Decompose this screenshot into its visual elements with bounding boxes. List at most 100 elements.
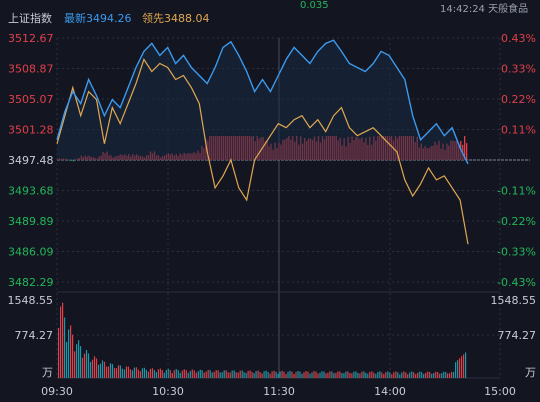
volume-bar xyxy=(333,373,335,378)
volume-bar xyxy=(453,371,455,378)
volume-bar xyxy=(311,372,313,378)
volume-bar xyxy=(64,317,66,378)
volume-bar xyxy=(157,369,159,378)
index-name: 上证指数 xyxy=(8,12,52,25)
volume-bar xyxy=(211,372,213,378)
volume-bar xyxy=(407,374,409,378)
volume-bar xyxy=(181,370,183,378)
volume-bar xyxy=(347,371,349,378)
volume-bar xyxy=(117,365,120,378)
volume-bar xyxy=(295,372,297,378)
volume-bar xyxy=(155,372,157,378)
volume-bar xyxy=(197,371,199,378)
volume-bar xyxy=(207,369,209,378)
volume-tick-left: 774.27 xyxy=(15,329,54,342)
x-tick: 11:30 xyxy=(263,385,295,398)
volume-bar xyxy=(341,373,343,378)
volume-bar xyxy=(451,371,453,378)
volume-bar xyxy=(329,371,331,378)
volume-tick-right: 774.27 xyxy=(498,329,537,342)
volume-bar xyxy=(72,334,74,378)
volume-bar xyxy=(165,369,167,378)
diff-bar xyxy=(70,160,73,161)
volume-bar xyxy=(78,340,80,378)
volume-bar xyxy=(58,327,60,378)
volume-bar xyxy=(153,370,155,378)
volume-bar xyxy=(323,371,325,378)
volume-bar xyxy=(427,371,429,378)
volume-bar xyxy=(141,368,143,378)
volume-bar xyxy=(259,372,261,378)
volume-bar xyxy=(393,372,395,378)
y-right-tick: 0.22% xyxy=(501,93,536,106)
y-right-tick: 0.33% xyxy=(501,63,536,76)
volume-bar xyxy=(309,373,311,378)
volume-bar xyxy=(70,325,72,378)
volume-bar xyxy=(221,372,223,378)
volume-bar xyxy=(74,351,76,378)
volume-bar xyxy=(149,368,151,378)
volume-bar xyxy=(127,366,129,378)
y-right-tick: -0.43% xyxy=(497,276,536,289)
volume-bar xyxy=(337,371,339,378)
volume-bar xyxy=(287,371,289,378)
volume-bar xyxy=(189,370,191,378)
volume-bar xyxy=(339,371,341,378)
volume-bar xyxy=(373,372,375,378)
volume-bar xyxy=(381,372,383,378)
volume-bar xyxy=(405,372,407,378)
volume-bar xyxy=(89,361,92,378)
volume-bar xyxy=(253,373,255,378)
volume-bar xyxy=(399,374,401,378)
volume-bar xyxy=(261,373,263,378)
volume-bar xyxy=(285,374,287,378)
volume-bar xyxy=(433,373,435,378)
volume-bar xyxy=(163,372,165,378)
volume-bar xyxy=(279,371,281,378)
volume-bar xyxy=(125,366,127,378)
volume-bar xyxy=(395,371,397,378)
y-right-tick: 0.11% xyxy=(501,124,536,137)
volume-bar xyxy=(113,367,116,378)
volume-bar xyxy=(235,372,237,378)
volume-bar xyxy=(227,372,229,378)
volume-bar xyxy=(81,357,84,378)
volume-bar xyxy=(255,371,257,378)
x-tick: 15:00 xyxy=(484,385,516,398)
volume-bar xyxy=(139,371,141,378)
volume-bar xyxy=(151,368,153,378)
volume-bar xyxy=(349,373,351,378)
volume-bar xyxy=(215,370,217,378)
volume-bar xyxy=(217,370,219,378)
volume-bar xyxy=(85,350,88,378)
volume-bar xyxy=(325,373,327,378)
volume-bar xyxy=(297,370,299,378)
y-right-tick: 0.43% xyxy=(501,32,536,45)
volume-bar xyxy=(133,367,135,378)
volume-bar xyxy=(173,370,175,378)
volume-bar xyxy=(273,370,275,378)
volume-bar xyxy=(331,371,333,378)
volume-bar xyxy=(281,370,283,378)
y-axis-right: 0.43% 0.33% 0.22% 0.11% -0.11% -0.22% -0.33% -0… xyxy=(497,32,536,289)
volume-bar xyxy=(465,352,467,378)
volume-bar xyxy=(283,371,285,378)
volume-bar xyxy=(367,373,369,378)
volume-bar xyxy=(403,371,405,378)
volume-bar xyxy=(447,373,449,378)
volume-bar xyxy=(413,372,415,378)
volume-bar xyxy=(435,371,437,378)
volume-bar xyxy=(299,371,301,378)
volume-bar xyxy=(177,370,179,378)
diff-bar xyxy=(72,160,75,162)
volume-bar xyxy=(183,369,185,378)
top-partial-value: 0.035 xyxy=(300,0,329,11)
volume-bar xyxy=(397,372,399,378)
volume-bar xyxy=(463,354,465,378)
volume-bar xyxy=(385,372,387,378)
volume-bar xyxy=(241,370,243,378)
volume-bar xyxy=(415,374,417,378)
volume-bar xyxy=(147,371,149,378)
volume-bar xyxy=(445,371,447,378)
